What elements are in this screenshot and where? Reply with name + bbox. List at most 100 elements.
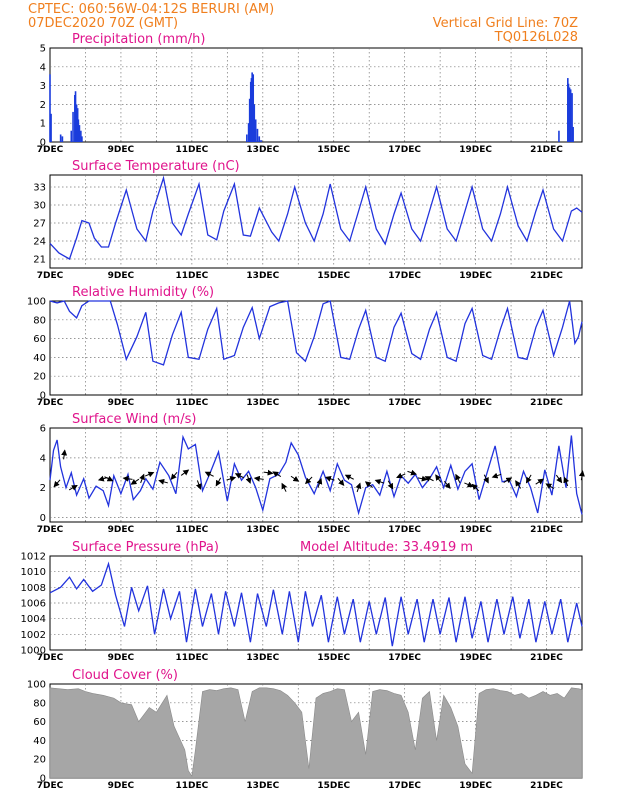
y-tick-label: 20 — [33, 372, 46, 383]
y-tick-label: 100 — [27, 680, 46, 691]
panel-rh: 0 20 40 60 80 100 7DEC 9DEC 11DEC 13DEC 15DEC 17DEC… — [27, 285, 583, 408]
wind-arrow — [471, 483, 480, 492]
precip-bar — [70, 130, 73, 142]
wind-arrow — [515, 480, 522, 489]
wind-arrow — [130, 478, 140, 485]
precip-bar — [254, 119, 257, 142]
x-tick-label: 21DEC — [530, 145, 563, 155]
wind-arrow — [316, 478, 323, 488]
precip-bar — [572, 126, 574, 142]
y-tick-label: 60 — [33, 717, 46, 728]
wind-arrow — [290, 475, 300, 482]
wind-arrow — [144, 471, 155, 478]
wind-arrow — [272, 471, 282, 478]
y-tick-label: 1000 — [21, 646, 46, 657]
wind-arrow — [53, 479, 61, 488]
y-tick-label: 1012 — [21, 552, 46, 563]
y-tick-label: 30 — [33, 201, 46, 212]
wind-arrow — [104, 475, 114, 482]
precip-bar — [61, 136, 64, 142]
y-tick-label: 1 — [40, 119, 46, 130]
x-tick-label: 11DEC — [175, 145, 208, 155]
panel-temp: 21 24 27 30 33 7DEC 9DEC 11DEC 13DEC 15DEC 17DEC 19… — [33, 159, 583, 281]
x-tick-label: 9DEC — [108, 525, 135, 535]
wind-arrow — [324, 476, 335, 482]
y-tick-label: 0 — [40, 138, 46, 149]
wind-arrow — [578, 470, 585, 481]
x-tick-label: 7DEC — [37, 271, 64, 281]
wind-arrow — [491, 472, 502, 479]
wind-arrow — [364, 481, 374, 488]
x-tick-label: 17DEC — [388, 398, 421, 408]
cloud-area — [49, 687, 583, 779]
wind-arrow — [253, 475, 264, 482]
wind-arrow — [337, 477, 345, 486]
x-tick-label: 13DEC — [246, 398, 279, 408]
x-tick-label: 11DEC — [175, 398, 208, 408]
precip-bar — [50, 113, 52, 142]
x-tick-label: 7DEC — [37, 398, 64, 408]
y-tick-label: 80 — [33, 698, 46, 709]
x-tick-label: 21DEC — [530, 271, 563, 281]
x-tick-label: 19DEC — [459, 653, 492, 663]
wind-arrow — [555, 474, 563, 484]
wind-arrow — [464, 481, 474, 488]
panel-cloud: 0 20 40 60 80 100 7DEC 9DEC 11DEC 13DEC 15DEC 17DEC… — [27, 668, 583, 791]
precip-bar — [74, 91, 77, 142]
x-tick-label: 17DEC — [388, 653, 421, 663]
x-tick-label: 17DEC — [388, 525, 421, 535]
x-tick-label: 7DEC — [37, 781, 64, 791]
y-tick-label: 80 — [33, 315, 46, 326]
y-tick-label: 1010 — [21, 567, 46, 578]
y-tick-label: 2 — [40, 100, 46, 111]
precip-bar — [252, 74, 255, 142]
x-tick-label: 15DEC — [317, 271, 350, 281]
x-tick-label: 17DEC — [388, 781, 421, 791]
panel-frame — [49, 427, 583, 523]
precip-bar — [260, 140, 262, 142]
wind-arrow — [344, 474, 354, 481]
precip-bar — [59, 134, 62, 142]
panel-title: Relative Humidity (%) — [72, 285, 214, 300]
x-tick-label: 19DEC — [459, 271, 492, 281]
wind-arrow — [503, 477, 513, 484]
wind-arrow — [215, 477, 222, 487]
y-tick-label: 21 — [33, 255, 46, 266]
x-tick-label: 13DEC — [246, 653, 279, 663]
y-tick-label: 4 — [40, 453, 46, 464]
y-tick-label: 40 — [33, 353, 46, 364]
x-tick-label: 15DEC — [317, 398, 350, 408]
panel-frame — [49, 47, 583, 143]
precip-bar — [558, 130, 560, 142]
wind-arrow — [204, 471, 214, 478]
precip-bar — [253, 104, 256, 142]
wind-arrow — [68, 484, 78, 491]
precip-bar — [75, 104, 78, 142]
y-tick-label: 0 — [40, 774, 46, 785]
panel-title: Surface Wind (m/s) — [72, 412, 196, 427]
precip-bar — [80, 130, 82, 142]
panel-precip: 0 1 2 3 4 5 7DEC 9DEC 11DEC 13DEC 15DEC 17DEC 19DEC 2… — [37, 32, 583, 155]
wind-arrow — [483, 474, 489, 484]
precip-bar — [571, 93, 573, 142]
y-tick-label: 1002 — [21, 630, 46, 641]
precip-bar — [72, 111, 74, 142]
panel-title: Precipitation (mm/h) — [72, 32, 205, 47]
x-tick-label: 21DEC — [530, 653, 563, 663]
panel-frame — [49, 174, 583, 269]
x-tick-label: 13DEC — [246, 271, 279, 281]
y-tick-label: 0 — [40, 513, 46, 524]
wind-arrow — [245, 474, 252, 484]
wind-arrow — [435, 474, 442, 483]
x-tick-label: 21DEC — [530, 781, 563, 791]
rh-line — [49, 300, 583, 366]
wind-arrow — [407, 469, 417, 476]
wind-line — [49, 434, 583, 516]
x-tick-label: 7DEC — [37, 525, 64, 535]
x-tick-label: 11DEC — [175, 781, 208, 791]
y-tick-label: 3 — [40, 81, 46, 92]
wind-arrow — [535, 478, 545, 485]
x-tick-label: 11DEC — [175, 653, 208, 663]
x-tick-label: 13DEC — [246, 525, 279, 535]
